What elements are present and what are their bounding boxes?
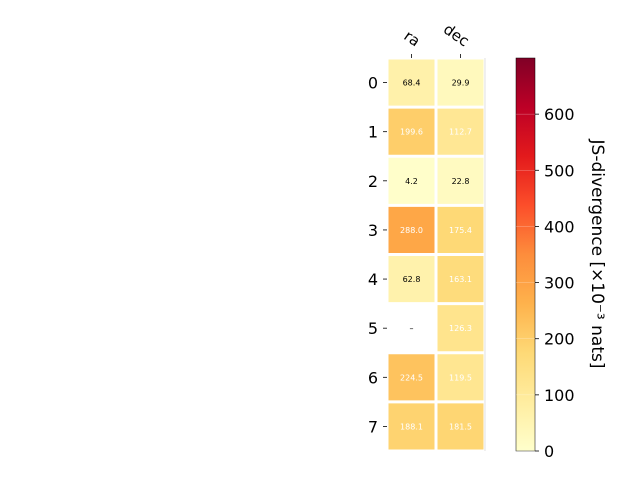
column-labels: ra dec bbox=[401, 20, 473, 58]
heatmap-cell bbox=[388, 206, 435, 253]
cell-value-label: 68.4 bbox=[403, 79, 421, 88]
column-label: dec bbox=[440, 20, 472, 50]
cell-value-label: 112.7 bbox=[449, 128, 472, 137]
cell-value-label: 175.4 bbox=[449, 226, 472, 235]
colorbar-tick-label: 400 bbox=[544, 217, 575, 236]
cell-value-label: 22.8 bbox=[452, 177, 470, 186]
colorbar-tick-label: 200 bbox=[544, 330, 575, 349]
row-label: 3 bbox=[368, 221, 378, 240]
column-label: ra bbox=[401, 27, 424, 51]
row-labels: 0 1 2 3 4 5 6 7 bbox=[368, 74, 387, 436]
heatmap-cell bbox=[437, 305, 484, 352]
cell-value-label: 181.5 bbox=[449, 422, 472, 431]
cell-value-label: 288.0 bbox=[400, 226, 423, 235]
row-label: 2 bbox=[368, 172, 378, 191]
heatmap-cell bbox=[388, 157, 435, 204]
heatmap-cell bbox=[388, 108, 435, 155]
cell-value-label: 4.2 bbox=[405, 177, 418, 186]
heatmap-cell bbox=[437, 354, 484, 401]
cell-value-label: 29.9 bbox=[452, 79, 470, 88]
cell-value-label: 163.1 bbox=[449, 275, 472, 284]
colorbar-tick-label: 300 bbox=[544, 274, 575, 293]
heatmap-cell bbox=[388, 256, 435, 303]
colorbar-label: JS-divergence [×10⁻³ nats] bbox=[587, 139, 607, 369]
colorbar-gradient bbox=[515, 57, 536, 452]
cell-value-label: 62.8 bbox=[403, 275, 421, 284]
heatmap-cell bbox=[437, 256, 484, 303]
colorbar-ticks: 0 100 200 300 400 500 600 bbox=[516, 105, 575, 461]
cell-value-label: 126.3 bbox=[449, 324, 472, 333]
heatmap-cell bbox=[388, 354, 435, 401]
row-label: 1 bbox=[368, 123, 378, 142]
heatmap-cell bbox=[437, 108, 484, 155]
row-label: 7 bbox=[368, 417, 378, 436]
heatmap-cells: 68.4 29.9 199.6 112.7 4.2 22.8 288.0 175.4 62.8 1… bbox=[388, 58, 486, 451]
colorbar-tick-label: 600 bbox=[544, 105, 575, 124]
colorbar-tick-label: 500 bbox=[544, 161, 575, 180]
heatmap-cell bbox=[437, 157, 484, 204]
heatmap-cell bbox=[437, 206, 484, 253]
cell-value-label: 199.6 bbox=[400, 128, 423, 137]
heatmap-cell bbox=[437, 59, 484, 106]
cell-value-label: – bbox=[410, 324, 414, 333]
colorbar-tick-label: 0 bbox=[544, 442, 554, 461]
colorbar: 0 100 200 300 400 500 600 JS-divergence [×10⁻³… bbox=[515, 57, 607, 461]
row-label: 5 bbox=[368, 319, 378, 338]
heatmap-cell bbox=[437, 403, 484, 450]
cell-value-label: 188.1 bbox=[400, 422, 423, 431]
heatmap-cell bbox=[388, 59, 435, 106]
row-label: 0 bbox=[368, 74, 378, 93]
cell-value-label: 119.5 bbox=[449, 373, 472, 382]
row-label: 6 bbox=[368, 368, 378, 387]
colorbar-tick-label: 100 bbox=[544, 386, 575, 405]
heatmap-cell bbox=[388, 403, 435, 450]
cell-value-label: 224.5 bbox=[400, 373, 423, 382]
row-label: 4 bbox=[368, 270, 378, 289]
